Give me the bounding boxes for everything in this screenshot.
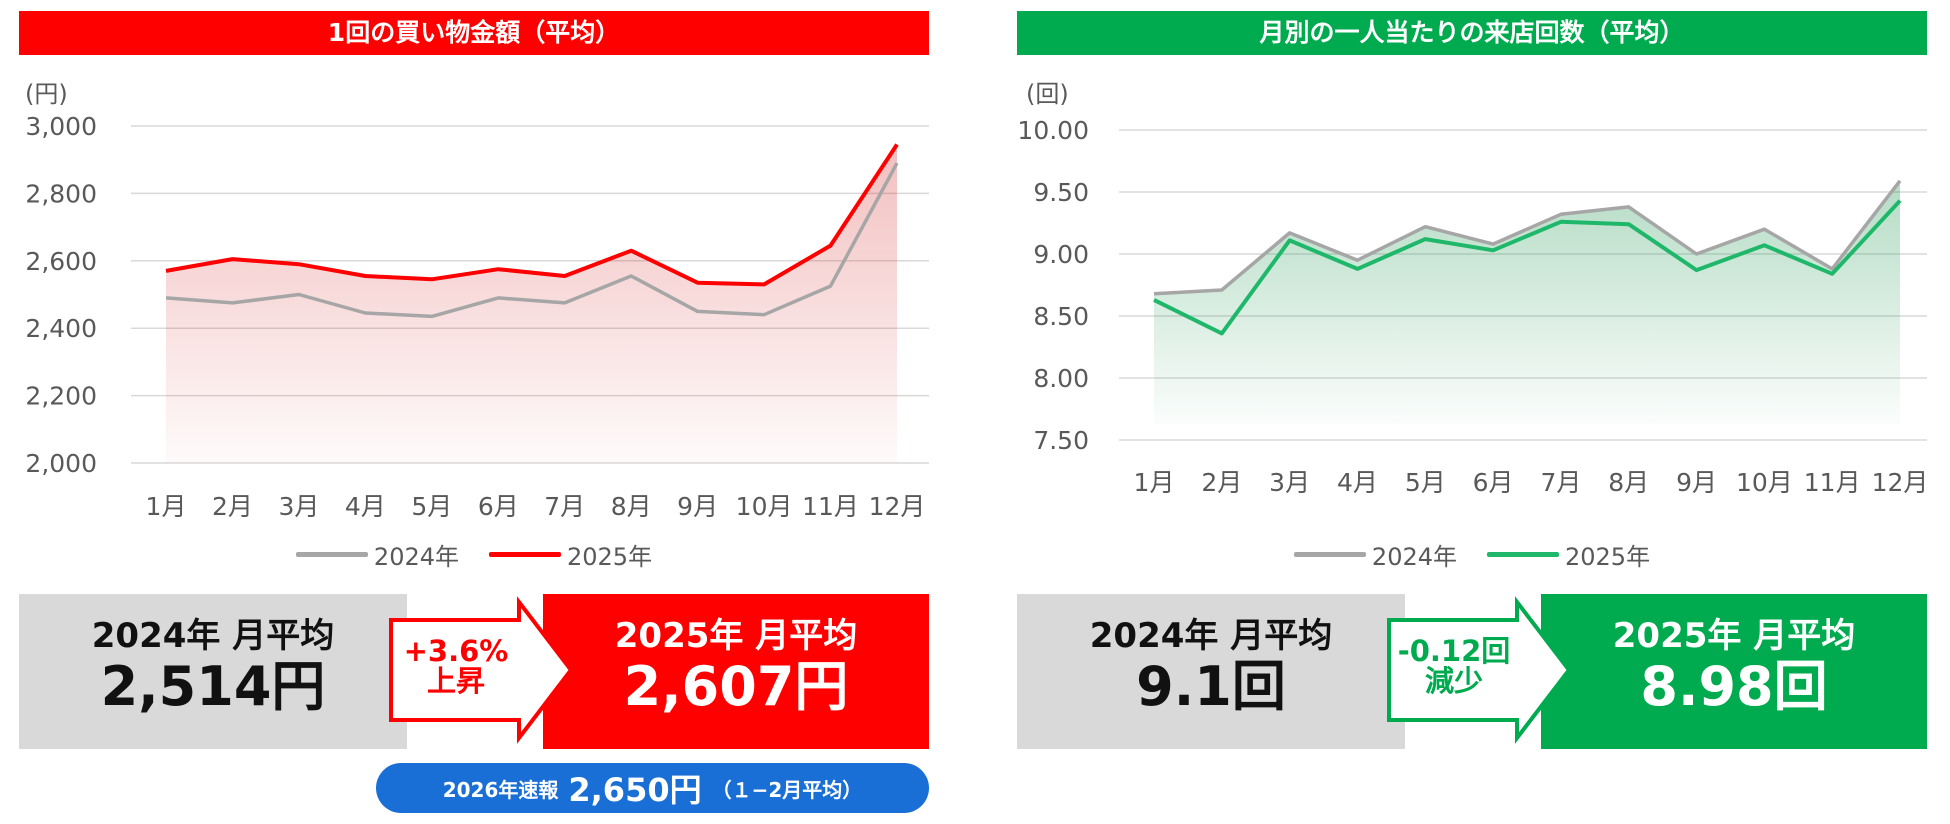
legend-label: 2024年 [373, 543, 459, 571]
flash-note: （１−2月平均） [711, 777, 863, 802]
flash-value: 2,650円 [568, 771, 702, 809]
this-year-value: 8.98回 [1640, 655, 1828, 718]
y-tick-label: 8.00 [1033, 364, 1089, 393]
this-year-caption: 2025年 月平均 [1612, 616, 1856, 656]
prev-year-caption: 2024年 月平均 [1089, 616, 1333, 656]
this-year-box: 2025年 月平均 8.98回 [1541, 594, 1927, 749]
x-tick-label: 7月 [1540, 468, 1581, 497]
y-tick-label: 10.00 [1017, 116, 1089, 145]
chart-legend: 2024年 2025年 [1017, 537, 1927, 572]
x-tick-label: 12月 [869, 492, 926, 521]
this-year-box: 2025年 月平均 2,607円 [543, 594, 929, 749]
legend-item-2025: 2025年 [489, 537, 652, 572]
change-value: +3.6% [403, 634, 509, 668]
series-line-2025 [165, 143, 899, 287]
this-year-value: 2,607円 [623, 655, 849, 718]
x-tick-label: 2月 [1201, 468, 1242, 497]
change-arrow-icon [389, 596, 574, 744]
flash-report-badge: 2026年速報 2,650円 （１−2月平均） [376, 763, 929, 813]
summary-strip: 2024年 月平均 9.1回 2025年 月平均 8.98回 -0.12回 減少 [1017, 594, 1927, 749]
chart-title: 1回の買い物金額（平均） [19, 11, 929, 55]
legend-label: 2025年 [1565, 543, 1651, 571]
summary-strip: 2024年 月平均 2,514円 2025年 月平均 2,607円 +3.6% … [19, 594, 929, 749]
x-tick-label: 5月 [411, 492, 452, 521]
prev-year-value: 9.1回 [1136, 655, 1286, 718]
x-tick-label: 8月 [1608, 468, 1649, 497]
unit-label: (回) [1026, 80, 1069, 108]
this-year-caption: 2025年 月平均 [614, 616, 858, 656]
change-direction: 上昇 [426, 664, 485, 698]
y-tick-label: 7.50 [1033, 426, 1089, 455]
x-tick-label: 11月 [802, 492, 859, 521]
x-tick-label: 3月 [1269, 468, 1310, 497]
prev-year-value: 2,514円 [100, 655, 326, 718]
change-value: -0.12回 [1397, 634, 1511, 668]
series-line-2025 [1153, 199, 1902, 336]
x-tick-label: 5月 [1405, 468, 1446, 497]
prev-year-caption: 2024年 月平均 [91, 616, 335, 656]
chart-legend: 2024年 2025年 [19, 537, 929, 572]
y-tick-label: 9.00 [1033, 240, 1089, 269]
legend-item-2024: 2024年 [1293, 537, 1457, 572]
legend-item-2025: 2025年 [1487, 537, 1650, 572]
x-tick-label: 10月 [1736, 468, 1793, 497]
y-tick-label: 3,000 [25, 112, 97, 141]
prev-year-box: 2024年 月平均 2,514円 [19, 594, 407, 749]
spend-chart: 2,000 2,200 2,400 2,600 2,800 3,000 1月 2月 3月 4月 5月… [25, 112, 929, 521]
change-direction: 減少 [1424, 664, 1483, 698]
y-tick-label: 2,800 [25, 179, 97, 208]
x-tick-label: 3月 [278, 492, 319, 521]
area-fill [1154, 180, 1900, 424]
series-line-2024 [1153, 179, 1902, 296]
change-label: -0.12回 減少 [1379, 636, 1529, 696]
area-fill [166, 144, 897, 463]
legend-swatch [1293, 552, 1366, 557]
legend-swatch [295, 552, 368, 557]
x-tick-label: 1月 [1134, 468, 1175, 497]
x-tick-label: 1月 [146, 492, 187, 521]
y-tick-label: 2,000 [25, 449, 97, 478]
y-tick-label: 9.50 [1033, 178, 1089, 207]
chart-title: 月別の一人当たりの来店回数（平均） [1017, 11, 1927, 55]
legend-swatch [1487, 552, 1559, 557]
legend-label: 2025年 [567, 543, 653, 571]
change-label: +3.6% 上昇 [381, 636, 531, 696]
x-tick-label: 4月 [345, 492, 386, 521]
legend-item-2024: 2024年 [295, 537, 459, 572]
x-tick-label: 4月 [1337, 468, 1378, 497]
visits-panel: 月別の一人当たりの来店回数（平均） (回) 7.50 8.00 8.50 9.00 9.… [1017, 0, 1929, 824]
legend-label: 2024年 [1371, 543, 1457, 571]
unit-label: (円) [25, 80, 68, 108]
x-tick-label: 2月 [212, 492, 253, 521]
prev-year-box: 2024年 月平均 9.1回 [1017, 594, 1405, 749]
x-tick-label: 10月 [736, 492, 793, 521]
flash-label: 2026年速報 [442, 777, 559, 802]
x-tick-label: 6月 [1473, 468, 1514, 497]
y-tick-label: 2,600 [25, 247, 97, 276]
y-tick-label: 8.50 [1033, 302, 1089, 331]
visits-chart: 7.50 8.00 8.50 9.00 9.50 10.00 1月 2月 3月 4月 5月 6月 7月 8… [1017, 116, 1929, 497]
x-tick-label: 9月 [1676, 468, 1717, 497]
spend-panel: 1回の買い物金額（平均） (円) 2,000 2,200 2,400 2,600 2,8… [19, 0, 929, 824]
x-tick-label: 9月 [677, 492, 718, 521]
x-tick-label: 12月 [1872, 468, 1929, 497]
x-tick-label: 7月 [544, 492, 585, 521]
series-line-2024 [165, 162, 899, 319]
legend-swatch [489, 552, 561, 557]
x-tick-label: 8月 [611, 492, 652, 521]
y-tick-label: 2,400 [25, 314, 97, 343]
x-tick-label: 11月 [1804, 468, 1861, 497]
y-tick-label: 2,200 [25, 382, 97, 411]
change-arrow-icon [1387, 596, 1572, 744]
x-tick-label: 6月 [478, 492, 519, 521]
